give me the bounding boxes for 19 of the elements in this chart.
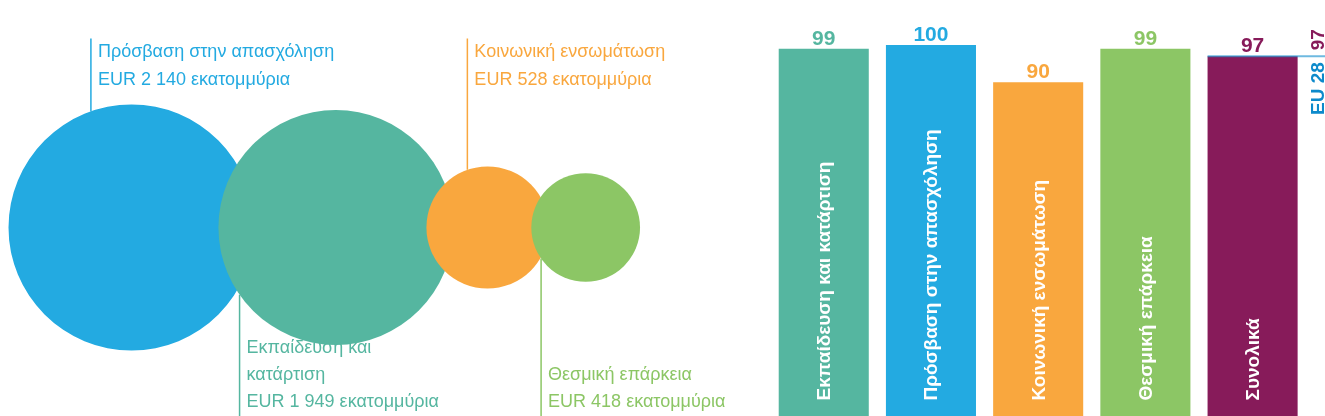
- data-label: 99: [1133, 25, 1158, 49]
- data-label: EUR 418 εκατομμύρια: [548, 390, 726, 411]
- data-label: EUR 528 εκατομμύρια: [474, 68, 652, 89]
- category-label: Κοινωνική ενσωμάτωση: [474, 40, 666, 61]
- ref-line-label: EU 28: [1307, 62, 1325, 116]
- data-label: EUR 2 140 εκατομμύρια: [97, 68, 291, 89]
- data-label: EUR 1 949 εκατομμύρια: [246, 390, 439, 411]
- category-label: Εκπαίδευση και κατάρτιση: [813, 161, 835, 401]
- category-label: Κοινωνική ενσωμάτωση: [1027, 179, 1049, 401]
- category-label: Θεσμική επάρκεια: [1134, 236, 1156, 401]
- data-label: 99: [812, 25, 836, 49]
- category-label: Συνολικά: [1242, 318, 1264, 401]
- category-label: Πρόσβαση στην απασχόληση: [97, 40, 335, 61]
- category-label: Πρόσβαση στην απασχόληση: [920, 129, 942, 401]
- annotation: 97: [1307, 29, 1325, 51]
- data-label: 97: [1240, 33, 1265, 57]
- data-label: 90: [1026, 59, 1050, 83]
- category-label: Θεσμική επάρκεια: [548, 363, 692, 384]
- data-label: 100: [913, 22, 949, 46]
